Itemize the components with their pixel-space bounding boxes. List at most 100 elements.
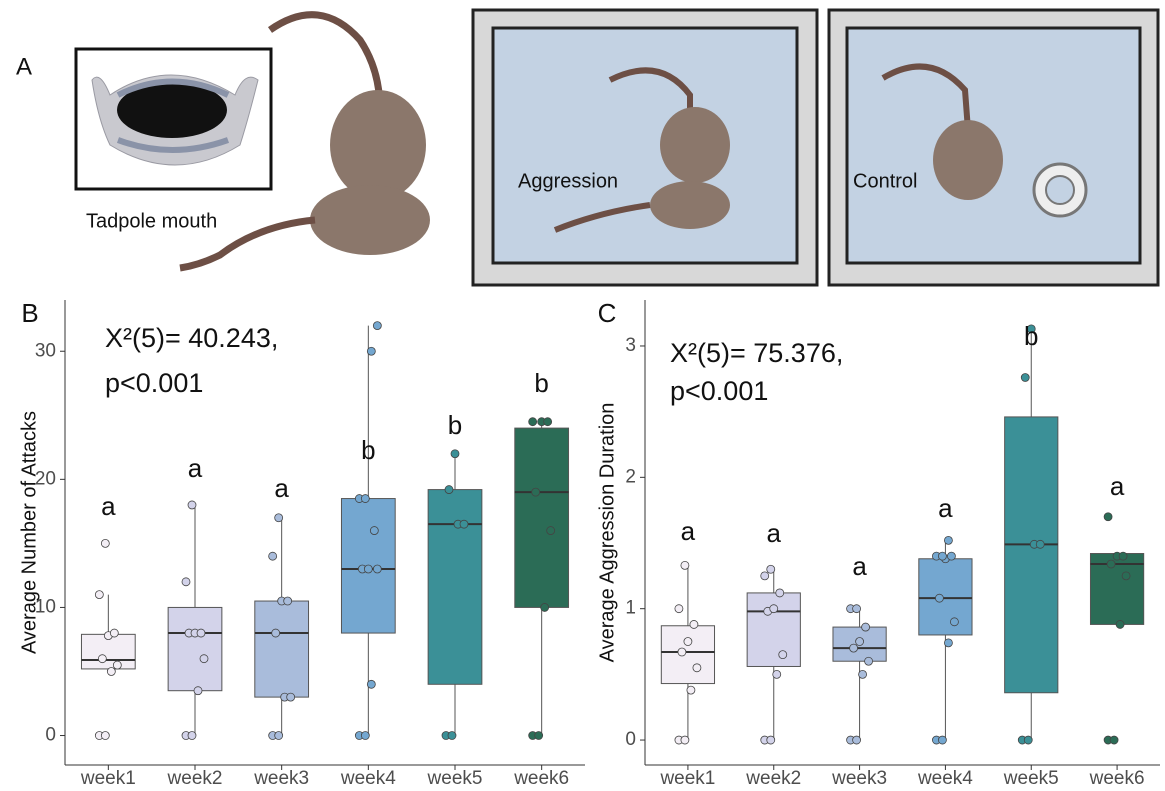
data-point (865, 657, 873, 665)
significance-letter: a (681, 516, 696, 546)
figure: A Tadpole mouth Aggression Control B Aver… (0, 0, 1165, 791)
data-point (535, 732, 543, 740)
tadpole-body (330, 90, 426, 200)
x-tick-label: week4 (340, 768, 396, 789)
significance-letter: a (188, 453, 203, 483)
ring-hole (1046, 176, 1074, 204)
box (747, 593, 800, 667)
data-point (284, 597, 292, 605)
data-point (690, 620, 698, 628)
data-point (856, 638, 864, 646)
tadpole-body (933, 120, 1003, 200)
illustration-panel: A Tadpole mouth Aggression Control (16, 10, 1158, 285)
significance-letter: a (1110, 471, 1125, 501)
data-point (1122, 572, 1130, 580)
data-point (194, 687, 202, 695)
data-point (113, 661, 121, 669)
data-point (693, 664, 701, 672)
data-point (451, 450, 459, 458)
y-tick-label: 2 (625, 466, 636, 487)
stat-annotation: X²(5)= 40.243, (105, 323, 278, 353)
data-point (779, 651, 787, 659)
x-tick-label: week2 (167, 768, 223, 789)
data-point (681, 736, 689, 744)
x-tick-label: week5 (427, 768, 483, 789)
significance-letter: a (767, 518, 782, 548)
y-tick-label: 3 (625, 335, 636, 356)
data-point (1110, 736, 1118, 744)
data-point (776, 589, 784, 597)
data-point (373, 565, 381, 573)
box (661, 626, 714, 684)
box (168, 607, 222, 690)
data-point (944, 639, 952, 647)
data-point (767, 736, 775, 744)
y-tick-label: 30 (35, 340, 56, 361)
data-point (460, 520, 468, 528)
significance-letter: b (1024, 321, 1038, 351)
tank-label: Aggression (518, 170, 618, 192)
data-point (1116, 620, 1124, 628)
panel-label: A (16, 53, 32, 80)
box (515, 428, 569, 607)
tank-label: Control (853, 170, 917, 192)
data-point (853, 605, 861, 613)
panel-label: B (21, 298, 38, 328)
data-point (1021, 374, 1029, 382)
stat-annotation: p<0.001 (670, 376, 768, 406)
data-point (95, 591, 103, 599)
data-point (1104, 513, 1112, 521)
significance-letter: a (274, 473, 289, 503)
data-point (675, 605, 683, 613)
data-point (448, 732, 456, 740)
box (1005, 417, 1058, 693)
data-point (770, 605, 778, 613)
data-point (1107, 560, 1115, 568)
data-point (853, 736, 861, 744)
stat-annotation: X²(5)= 75.376, (670, 338, 843, 368)
box (428, 490, 482, 685)
data-point (98, 655, 106, 663)
x-tick-label: week1 (80, 768, 136, 789)
significance-letter: a (852, 551, 867, 581)
data-point (541, 603, 549, 611)
y-axis-label: Average Aggression Duration (596, 403, 618, 663)
significance-letter: b (361, 435, 375, 465)
data-point (110, 629, 118, 637)
data-point (950, 618, 958, 626)
y-axis-label: Average Number of Attacks (18, 411, 40, 654)
data-point (272, 629, 280, 637)
data-point (367, 680, 375, 688)
x-tick-label: week5 (1003, 768, 1059, 789)
tank-water (493, 28, 797, 263)
data-point (182, 578, 190, 586)
data-point (1036, 540, 1044, 548)
data-point (188, 732, 196, 740)
data-point (361, 495, 369, 503)
data-point (1024, 736, 1032, 744)
data-point (767, 565, 775, 573)
tadpole-body (650, 181, 730, 229)
stat-annotation: p<0.001 (105, 368, 203, 398)
y-tick-label: 0 (625, 729, 636, 750)
y-tick-label: 1 (625, 598, 636, 619)
data-point (681, 561, 689, 569)
data-point (938, 552, 946, 560)
data-point (944, 536, 952, 544)
data-point (935, 594, 943, 602)
y-tick-label: 20 (35, 468, 56, 489)
panel-label: C (598, 298, 617, 328)
y-tick-label: 0 (45, 725, 56, 746)
data-point (287, 693, 295, 701)
significance-letter: a (938, 493, 953, 523)
data-point (101, 539, 109, 547)
data-point (197, 629, 205, 637)
data-point (200, 655, 208, 663)
significance-letter: b (448, 410, 462, 440)
data-point (275, 732, 283, 740)
x-tick-label: week1 (659, 768, 715, 789)
data-point (1119, 552, 1127, 560)
data-point (269, 552, 277, 560)
box (919, 559, 972, 635)
significance-letter: a (101, 491, 116, 521)
